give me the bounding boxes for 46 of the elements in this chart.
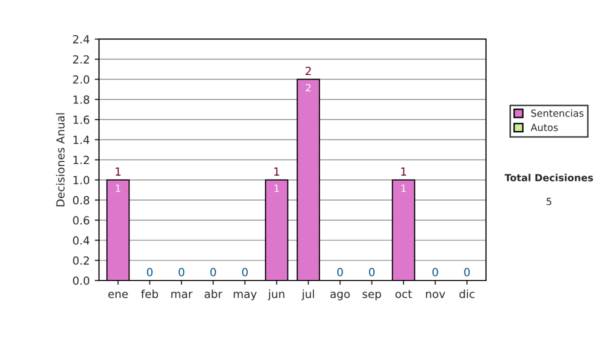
- y-tick-label: 0.0: [73, 276, 90, 285]
- total-label: 2: [306, 66, 311, 76]
- total-label: 0: [464, 268, 470, 276]
- total-label: 0: [432, 268, 438, 276]
- x-tick-label: jun: [268, 290, 284, 300]
- total-label: 0: [146, 268, 153, 276]
- y-tick-label: 1.2: [74, 156, 89, 164]
- data-label: 2: [306, 84, 310, 92]
- x-tick-label: sep: [362, 292, 382, 300]
- x-tick-label: oct: [396, 290, 412, 298]
- text: 5: [546, 198, 552, 206]
- y-tick-label: 1.8: [74, 95, 90, 104]
- data-label: 1: [402, 184, 406, 192]
- y-axis-title: Decisiones Anual: [56, 113, 65, 206]
- y-tick-label: 0.2: [73, 256, 89, 265]
- y-tick-label: 1.4: [74, 136, 90, 144]
- x-tick-label: ago: [330, 292, 350, 300]
- total-label: 0: [242, 268, 248, 276]
- y-tick-label: 1.6: [74, 116, 90, 124]
- x-tick-label: nov: [426, 292, 446, 298]
- x-tick-label: abr: [204, 290, 222, 298]
- total-label: 0: [369, 268, 375, 276]
- y-tick-label: 2.2: [73, 55, 89, 64]
- total-label: 1: [401, 167, 406, 176]
- x-tick-label: ene: [108, 292, 128, 298]
- total-label: 1: [274, 167, 280, 176]
- x-tick-label: feb: [141, 290, 158, 298]
- x-tick-label: jul: [302, 290, 314, 300]
- y-tick-label: 2.4: [73, 35, 90, 44]
- legend-label: Autos: [530, 124, 558, 132]
- total-label: 0: [178, 268, 184, 276]
- y-tick-label: 0.4: [73, 236, 90, 245]
- y-tick-label: 0.6: [73, 216, 90, 225]
- total-label: 0: [337, 268, 343, 276]
- y-tick-label: 2.0: [73, 75, 90, 84]
- y-tick-label: 0.8: [73, 196, 90, 204]
- text: Total Decisiones: [504, 174, 593, 182]
- legend-label: Sentencias: [531, 109, 584, 117]
- x-tick-label: mar: [171, 292, 193, 298]
- y-tick-label: 1.0: [74, 176, 90, 184]
- x-tick-label: dic: [459, 290, 474, 298]
- x-tick-label: may: [234, 292, 257, 300]
- total-label: 0: [210, 268, 216, 276]
- data-label: 1: [116, 184, 120, 192]
- total-label: 1: [116, 167, 121, 176]
- data-label: 1: [274, 184, 279, 192]
